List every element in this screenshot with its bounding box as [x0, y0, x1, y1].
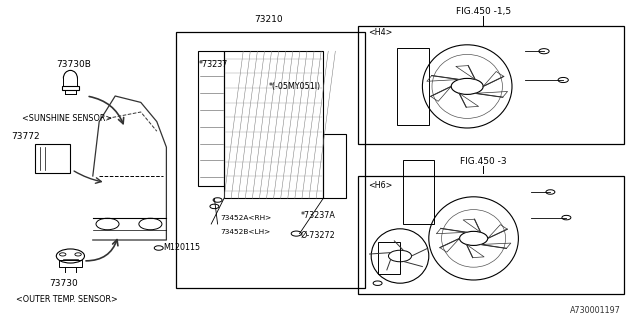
Text: M120115: M120115	[163, 244, 200, 252]
Text: A730001197: A730001197	[570, 306, 621, 315]
Bar	[59, 260, 82, 267]
Text: 73730: 73730	[50, 279, 78, 288]
Bar	[403, 160, 434, 224]
Bar	[62, 86, 79, 90]
Text: 73772: 73772	[12, 132, 40, 140]
Text: Ø-73272: Ø-73272	[301, 231, 335, 240]
Bar	[35, 144, 70, 173]
Bar	[224, 51, 323, 198]
Text: 73452B<LH>: 73452B<LH>	[221, 229, 271, 235]
Text: <SUNSHINE SENSOR>: <SUNSHINE SENSOR>	[22, 114, 112, 123]
Text: FIG.450 -3: FIG.450 -3	[460, 157, 506, 166]
Text: 73452A<RH>: 73452A<RH>	[221, 215, 272, 220]
Text: <H4>: <H4>	[368, 28, 392, 36]
Text: <OUTER TEMP. SENSOR>: <OUTER TEMP. SENSOR>	[17, 295, 118, 304]
Bar	[176, 32, 365, 288]
Bar	[397, 48, 429, 125]
Text: *(-05MY051I): *(-05MY051I)	[269, 82, 321, 91]
Bar	[358, 26, 624, 144]
Text: <H6>: <H6>	[368, 181, 392, 190]
Bar	[378, 242, 400, 274]
Text: *73237: *73237	[198, 60, 228, 68]
Text: 73210: 73210	[255, 15, 283, 24]
Text: 73730B: 73730B	[56, 60, 91, 68]
Text: *73237A: *73237A	[301, 212, 335, 220]
Text: FIG.450 -1,5: FIG.450 -1,5	[456, 7, 511, 16]
Bar	[358, 176, 624, 294]
Bar	[323, 134, 346, 198]
Bar	[198, 51, 224, 186]
